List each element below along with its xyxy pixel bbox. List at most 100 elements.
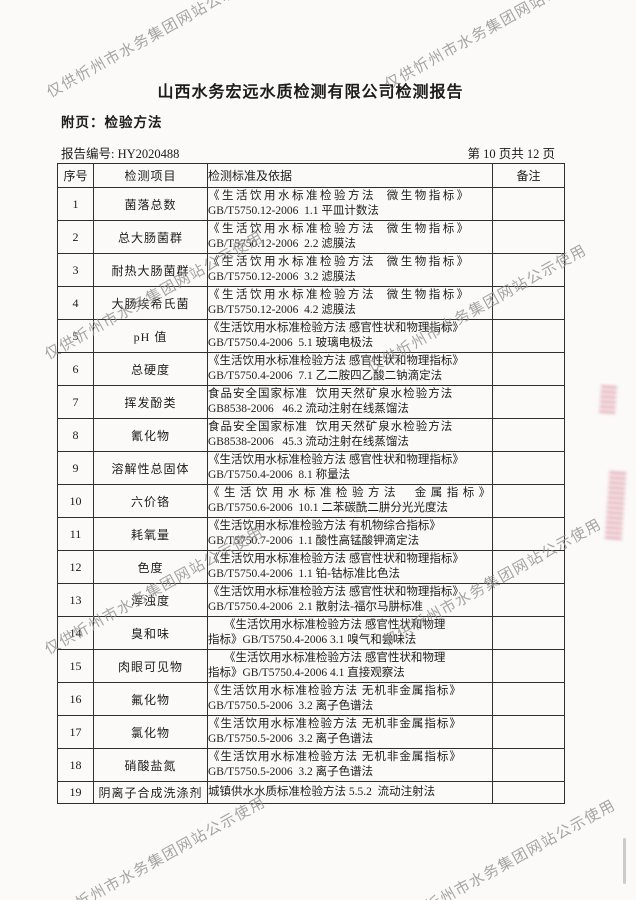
standard-line: GB/T5750.4-2006 8.1 称量法 [208,469,351,481]
cell-item: 浑浊度 [93,583,208,617]
cell-seq: 4 [57,286,94,320]
cell-seq: 15 [57,649,94,683]
cell-seq: 7 [57,385,94,419]
cell-remark [492,682,565,716]
cell-item: 菌落总数 [93,187,208,221]
cell-standard: 《生活饮用水标准检验方法 感官性状和物理指标》 GB/T5750.4-2006 8… [207,451,493,485]
cell-remark [492,550,565,584]
cell-item: 耐热大肠菌群 [93,253,208,287]
watermark-text: 仅供忻州市水务集团网站公示使用 [394,796,619,900]
cell-standard: 《生活饮用水标准检验方法 微生物指标》 GB/T5750.12-2006 4.2 … [207,286,493,320]
cell-standard: 食品安全国家标准 饮用天然矿泉水检验方法 GB8538-2006 45.3 流动注… [207,418,493,452]
cell-seq: 12 [57,550,94,584]
cell-seq: 19 [57,781,94,804]
table-row: 10 六价铬 《生活饮用水标准检验方法 金属指标》 GB/T5750.6-2006 1… [57,484,565,518]
standard-line: 《生活饮用水标准检验方法 感官性状和物理指标》 [208,553,464,565]
page-subtitle: 附页：检验方法 [61,115,163,130]
cell-item: 六价铬 [93,484,208,518]
standard-line: 《生活饮用水标准检验方法 无机非金属指标》 [208,685,462,697]
red-stamp-bleedthrough-upper [598,385,618,417]
cell-remark [492,517,565,551]
cell-remark [492,715,565,749]
table-row: 14 臭和味 《生活饮用水标准检验方法 感官性状和物理 指标》GB/T5750.4-2… [57,616,565,650]
standard-line: GB/T5750.4-2006 2.1 散射法-福尔马肼标准 [208,601,423,613]
standard-line: GB/T5750.4-2006 5.1 玻璃电极法 [208,337,374,349]
standard-line: GB/T5750.4-2006 1.1 铂-钴标准比色法 [208,568,400,580]
header-remark: 备注 [492,163,565,188]
table-row: 7 挥发酚类 食品安全国家标准 饮用天然矿泉水检验方法 GB8538-2006 46.… [57,385,565,419]
cell-remark [492,616,565,650]
cell-standard: 食品安全国家标准 饮用天然矿泉水检验方法 GB8538-2006 46.2 流动注… [207,385,493,419]
standard-line: 《生活饮用水标准检验方法 无机非金属指标》 [208,718,462,730]
cell-seq: 10 [57,484,94,518]
watermark-text: 仅供忻州市水务集团网站公示使用 [44,793,269,900]
cell-item: pH 值 [93,319,208,353]
table-row: 13 浑浊度 《生活饮用水标准检验方法 感官性状和物理指标》 GB/T5750.4-2… [57,583,565,617]
standard-line: GB/T5750.12-2006 4.2 滤膜法 [208,304,356,316]
table-row: 18 硝酸盐氮 《生活饮用水标准检验方法 无机非金属指标》 GB/T5750.5-20… [57,748,565,782]
cell-remark [492,220,565,254]
page-title: 山西水务宏远水质检测有限公司检测报告 [157,84,464,101]
cell-standard: 《生活饮用水标准检验方法 微生物指标》 GB/T5750.12-2006 2.2 … [207,220,493,254]
cell-remark [492,748,565,782]
cell-seq: 5 [57,319,94,353]
cell-seq: 11 [57,517,94,551]
cell-seq: 14 [57,616,94,650]
page-number: 第 10 页共 12 页 [467,147,555,161]
standard-line: 食品安全国家标准 饮用天然矿泉水检验方法 [208,388,454,400]
cell-remark [492,385,565,419]
cell-standard: 《生活饮用水标准检验方法 金属指标》 GB/T5750.6-2006 10.1 二… [207,484,493,518]
cell-standard: 《生活饮用水标准检验方法 微生物指标》 GB/T5750.12-2006 1.1 … [207,187,493,221]
standard-line: 《生活饮用水标准检验方法 微生物指标》 [208,190,471,202]
standard-line: 《生活饮用水标准检验方法 无机非金属指标》 [208,751,462,763]
standard-line: 《生活饮用水标准检验方法 感官性状和物理指标》 [208,586,464,598]
cell-remark [492,352,565,386]
cell-seq: 9 [57,451,94,485]
standard-line: 指标》GB/T5750.4-2006 4.1 直接观察法 [208,667,405,679]
cell-item: 大肠埃希氏菌 [93,286,208,320]
standard-line: GB/T5750.5-2006 3.2 离子色谱法 [208,700,374,712]
standard-line: GB8538-2006 45.3 流动注射在线蒸馏法 [208,436,409,448]
cell-standard: 《生活饮用水标准检验方法 无机非金属指标》 GB/T5750.5-2006 3.2… [207,682,493,716]
cell-remark [492,649,565,683]
cell-item: 阴离子合成洗涤剂 [93,781,208,804]
cell-item: 挥发酚类 [93,385,208,419]
cell-item: 氯化物 [93,715,208,749]
cell-standard: 《生活饮用水标准检验方法 有机物综合指标》 GB/T5750.7-2006 1.1… [207,517,493,551]
standard-line: 《生活饮用水标准检验方法 微生物指标》 [208,289,471,301]
cell-item: 总大肠菌群 [93,220,208,254]
cell-item: 氟化物 [93,682,208,716]
cell-remark [492,484,565,518]
cell-seq: 3 [57,253,94,287]
standard-line: 《生活饮用水标准检验方法 感官性状和物理指标》 [208,454,464,466]
header-item: 检测项目 [93,163,208,188]
cell-seq: 2 [57,220,94,254]
cell-item: 色度 [93,550,208,584]
standard-line: GB/T5750.4-2006 7.1 乙二胺四乙酸二钠滴定法 [208,370,443,382]
cell-standard: 《生活饮用水标准检验方法 感官性状和物理指标》GB/T5750.4-2006 4… [207,649,493,683]
cell-standard: 《生活饮用水标准检验方法 微生物指标》 GB/T5750.12-2006 3.2 … [207,253,493,287]
cell-item: 肉眼可见物 [93,649,208,683]
table-row: 15 肉眼可见物 《生活饮用水标准检验方法 感官性状和物理 指标》GB/T5750.4… [57,649,565,683]
cell-remark [492,583,565,617]
cell-item: 耗氧量 [93,517,208,551]
cell-remark [492,253,565,287]
table-row: 11 耗氧量 《生活饮用水标准检验方法 有机物综合指标》 GB/T5750.7-200… [57,517,565,551]
cell-remark [492,187,565,221]
cell-seq: 17 [57,715,94,749]
table-row: 6 总硬度 《生活饮用水标准检验方法 感官性状和物理指标》 GB/T5750.4-20… [57,352,565,386]
cell-remark [492,781,565,804]
red-stamp-bleedthrough-lower [604,471,627,541]
standard-line: 《生活饮用水标准检验方法 微生物指标》 [208,223,471,235]
cell-standard: 《生活饮用水标准检验方法 感官性状和物理指标》 GB/T5750.4-2006 1… [207,550,493,584]
table-row: 5 pH 值《生活饮用水标准检验方法 感官性状和物理指标》 GB/T5750.4-2… [57,319,565,353]
table-row: 12 色度 《生活饮用水标准检验方法 感官性状和物理指标》 GB/T5750.4-20… [57,550,565,584]
table-row: 9 溶解性总固体 《生活饮用水标准检验方法 感官性状和物理指标》 GB/T5750.4… [57,451,565,485]
standard-line: 《生活饮用水标准检验方法 感官性状和物理指标》 [208,355,464,367]
cell-seq: 16 [57,682,94,716]
standard-line: 《生活饮用水标准检验方法 有机物综合指标》 [208,520,441,532]
standard-line: 《生活饮用水标准检验方法 微生物指标》 [208,256,471,268]
header-seq: 序号 [57,163,94,188]
standard-line: 《生活饮用水标准检验方法 感官性状和物理 [224,652,446,664]
report-number: 报告编号: HY2020488 [61,147,180,161]
